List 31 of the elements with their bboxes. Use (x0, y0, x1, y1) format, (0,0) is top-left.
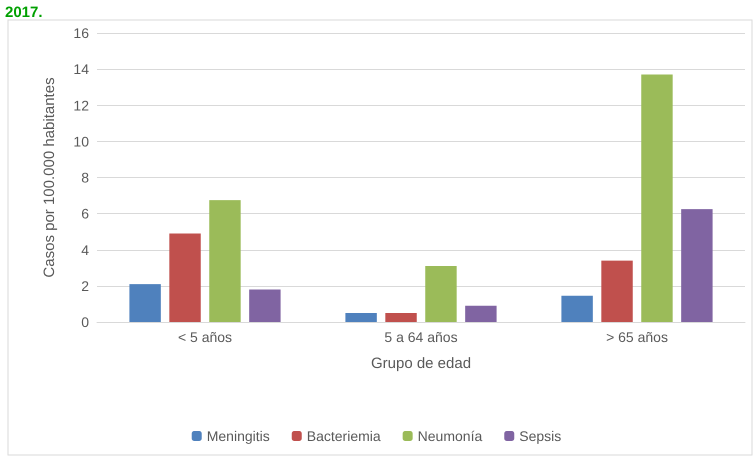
y-tick-label: 12 (73, 97, 90, 114)
y-tick-label: 6 (81, 206, 90, 222)
x-tick-label: < 5 años (178, 329, 232, 345)
bar (465, 306, 497, 322)
chart-title: 2017. (5, 4, 43, 21)
legend-label: Neumonía (418, 428, 482, 444)
bar (209, 200, 241, 322)
y-tick-label: 14 (73, 61, 90, 78)
x-tick-label: > 65 años (606, 329, 668, 345)
bar (641, 74, 673, 322)
y-tick-label: 0 (81, 314, 90, 330)
y-tick-label: 10 (73, 133, 90, 150)
legend-label: Meningitis (206, 428, 270, 444)
bar (601, 260, 633, 322)
y-tick-label: 16 (73, 25, 90, 41)
bar (345, 312, 377, 322)
bar (129, 284, 161, 322)
bar (385, 312, 417, 322)
x-axis-title: Grupo de edad (370, 355, 472, 372)
y-axis-title: Casos por 100.000 habitantes (41, 77, 58, 278)
bar (681, 209, 713, 322)
x-tick-label: 5 a 64 años (384, 329, 458, 345)
bar (169, 233, 201, 322)
y-tick-label: 8 (81, 170, 90, 186)
y-tick-label: 2 (81, 278, 90, 294)
bar (425, 266, 457, 322)
legend-label: Sepsis (519, 428, 562, 444)
legend-label: Bacteriemia (306, 428, 381, 444)
bar (561, 296, 593, 322)
bar (249, 289, 281, 322)
y-tick-label: 4 (81, 242, 90, 258)
